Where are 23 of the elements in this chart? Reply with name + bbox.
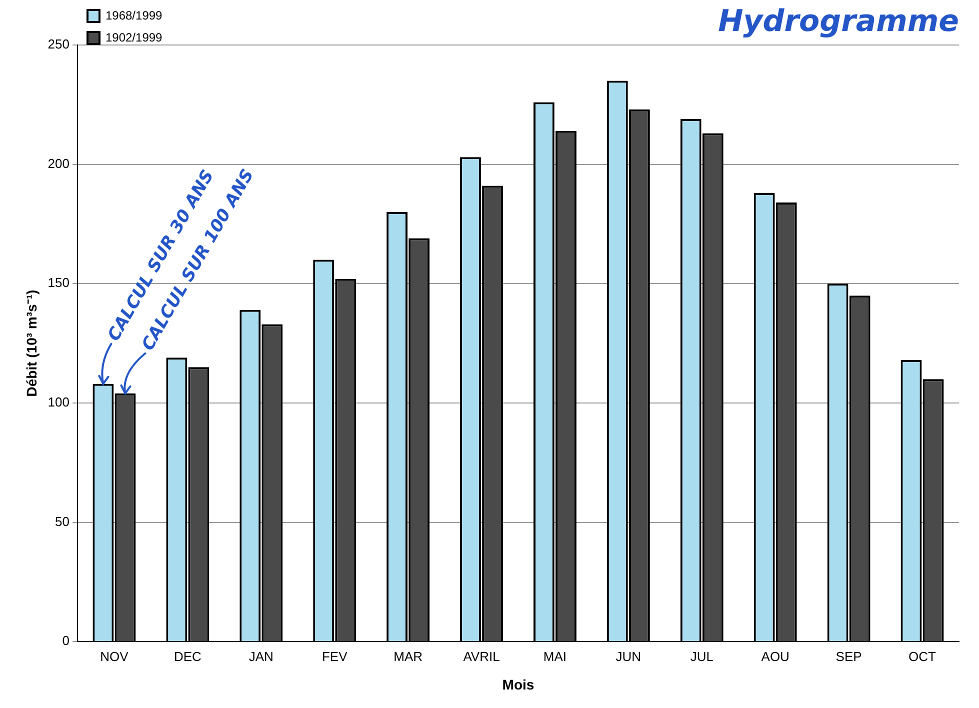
y-tick-label: 150 xyxy=(48,275,70,290)
x-axis-title: Mois xyxy=(502,676,534,692)
y-axis-title: Débit (10³ m³s⁻¹) xyxy=(23,290,40,397)
chart-title: Hydrogramme xyxy=(718,4,959,39)
y-tick-label: 100 xyxy=(48,394,70,410)
x-tick-label: DEC xyxy=(174,648,202,664)
x-tick-label: JAN xyxy=(248,648,274,664)
x-tick-label: FEV xyxy=(322,648,348,664)
y-tick-label: 200 xyxy=(48,156,70,171)
y-tick-label: 250 xyxy=(48,36,70,52)
y-tick-label: 50 xyxy=(55,514,70,529)
x-tick-label: MAR xyxy=(394,648,422,664)
x-tick-label: NOV xyxy=(100,648,129,664)
x-tick-label: AVRIL xyxy=(463,648,500,664)
x-tick-label: OCT xyxy=(908,648,936,664)
x-tick-label: AOU xyxy=(761,648,790,664)
legend-label: 1968/1999 xyxy=(105,8,163,22)
x-tick-label: JUN xyxy=(616,648,642,664)
x-tick-label: SEP xyxy=(836,648,862,664)
x-tick-label: MAI xyxy=(543,648,567,664)
y-tick-label: 0 xyxy=(62,633,70,648)
legend-label: 1902/1999 xyxy=(105,30,163,44)
x-tick-label: JUL xyxy=(690,648,714,664)
